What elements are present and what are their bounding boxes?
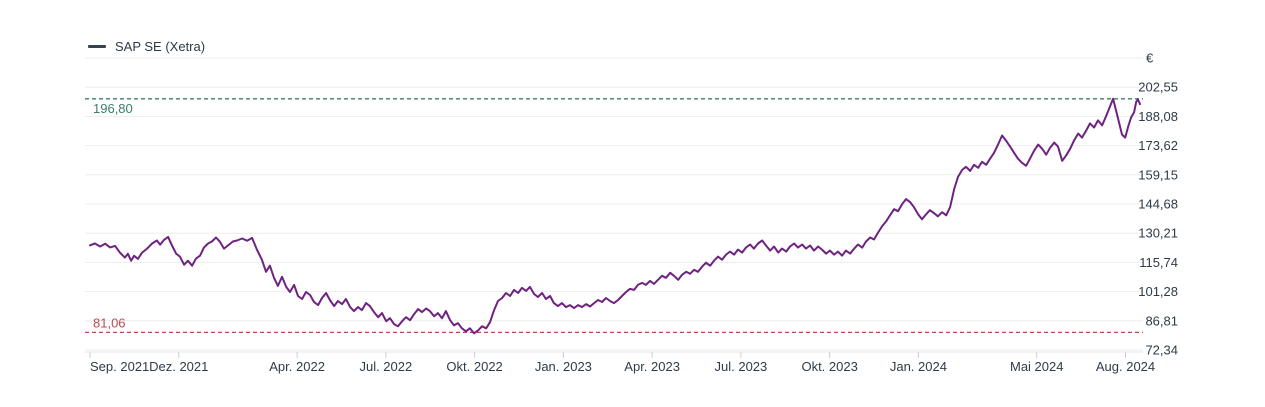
x-axis-tick-label: Jul. 2022 (359, 359, 412, 374)
y-axis-tick-label: 101,28 (1138, 284, 1178, 299)
y-axis-tick-label: 130,21 (1138, 226, 1178, 241)
x-axis-tick-label: Apr. 2022 (269, 359, 325, 374)
y-axis-tick-label: 188,08 (1138, 109, 1178, 124)
x-axis-tick-label: Jul. 2023 (715, 359, 768, 374)
low-marker-label: 81,06 (93, 315, 126, 330)
chart-legend: SAP SE (Xetra) (88, 39, 205, 54)
x-axis-tick-label: Aug. 2024 (1096, 359, 1155, 374)
x-axis-tick-label: Mai 2024 (1010, 359, 1063, 374)
high-marker-label: 196,80 (93, 101, 133, 116)
x-axis-tick-label: Apr. 2023 (624, 359, 680, 374)
x-axis-tick-label: Okt. 2022 (446, 359, 502, 374)
y-axis-tick-label: 86,81 (1145, 313, 1178, 328)
x-axis-tick-label: Dez. 2021 (149, 359, 208, 374)
series-color-swatch (88, 45, 106, 48)
y-axis-tick-label: 115,74 (1139, 255, 1178, 270)
x-axis-tick-label: Sep. 2021 (90, 359, 149, 374)
y-axis-tick-label: 202,55 (1138, 80, 1178, 95)
x-axis-tick-label: Jan. 2024 (890, 359, 947, 374)
y-axis-tick-label: 72,34 (1145, 343, 1178, 358)
y-axis-tick-label: 144,68 (1138, 197, 1178, 212)
x-axis-tick-label: Jan. 2023 (535, 359, 592, 374)
series-name: SAP SE (Xetra) (115, 39, 206, 54)
y-axis-tick-label: 173,62 (1138, 138, 1178, 153)
y-axis-tick-label: 159,15 (1138, 167, 1178, 182)
price-line[interactable] (89, 97, 1141, 335)
x-axis-tick-label: Okt. 2023 (801, 359, 857, 374)
y-axis-unit-label: € (1146, 51, 1154, 66)
